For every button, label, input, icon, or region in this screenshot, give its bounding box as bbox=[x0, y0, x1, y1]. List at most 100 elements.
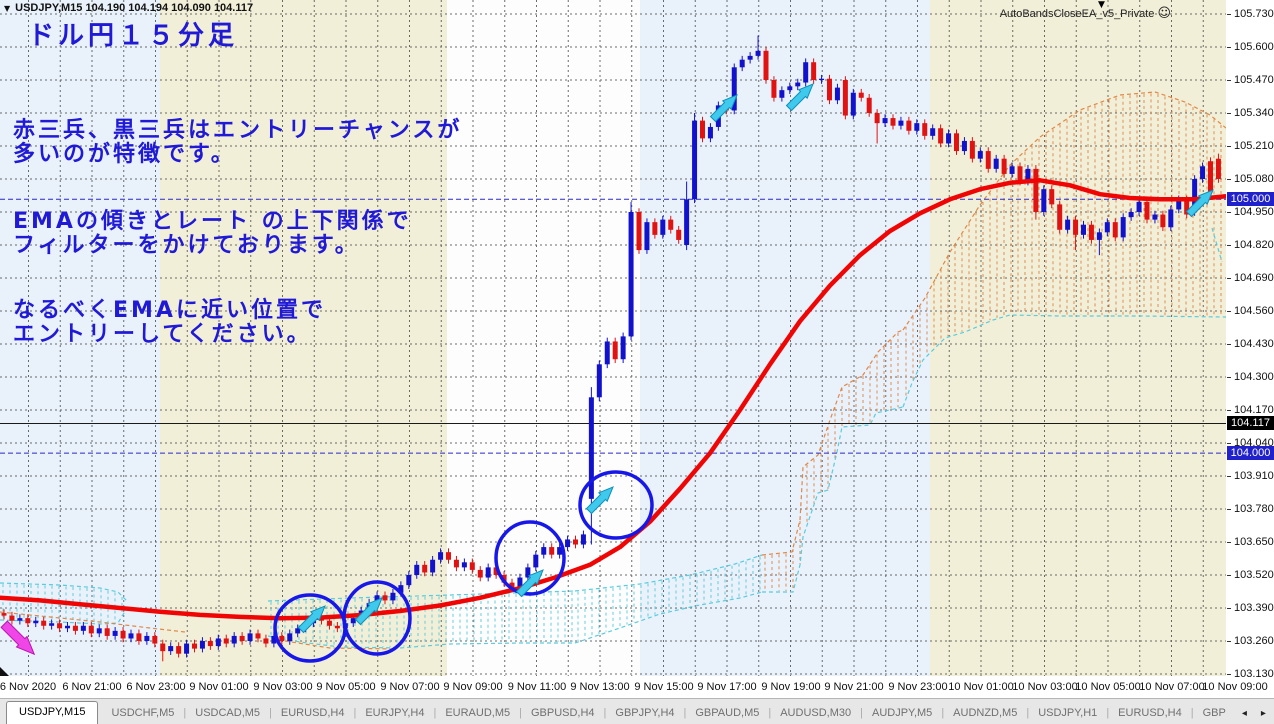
price-tick-label: 103.390 bbox=[1234, 602, 1274, 614]
time-tick-label: 10 Nov 05:00 bbox=[1075, 681, 1141, 693]
price-tick-mark bbox=[1227, 410, 1231, 411]
price-tick-mark bbox=[1227, 14, 1231, 15]
time-tick-label: 6 Nov 23:00 bbox=[126, 681, 186, 693]
chart-tab-audusd-m30[interactable]: AUDUSD,M30 bbox=[780, 707, 852, 719]
chart-tab-eurusd-h4[interactable]: EURUSD,H4 bbox=[280, 707, 345, 719]
price-tick-label: 104.690 bbox=[1234, 272, 1274, 284]
time-tick-label: 9 Nov 17:00 bbox=[697, 681, 757, 693]
chart-tab-eurjpy-h4[interactable]: EURJPY,H4 bbox=[365, 707, 425, 719]
time-tick-label: 9 Nov 03:00 bbox=[253, 681, 313, 693]
time-tick-label: 10 Nov 07:00 bbox=[1139, 681, 1205, 693]
chart-tab-eurusd-h4[interactable]: EURUSD,H4 bbox=[1118, 707, 1182, 719]
buy-arrow-markers bbox=[297, 83, 1214, 634]
chart-tab-audnzd-m5[interactable]: AUDNZD,M5 bbox=[953, 707, 1018, 719]
time-tick-label: 9 Nov 15:00 bbox=[634, 681, 694, 693]
price-tick-label: 103.780 bbox=[1234, 503, 1274, 515]
price-level-badge: 105.000 bbox=[1227, 192, 1274, 207]
price-tick-label: 104.170 bbox=[1234, 404, 1274, 416]
tab-scroll-right-icon[interactable]: ▸ bbox=[1260, 708, 1266, 719]
tab-separator: | bbox=[433, 707, 437, 719]
price-axis[interactable]: 105.730 105.600 105.470 105.340 105.210 105.0… bbox=[1227, 0, 1274, 680]
time-tick-label: 9 Nov 09:00 bbox=[443, 681, 503, 693]
price-tick-label: 103.910 bbox=[1234, 470, 1274, 482]
tab-separator: | bbox=[269, 707, 272, 719]
time-tick-label: 9 Nov 05:00 bbox=[316, 681, 376, 693]
time-tick-label: 9 Nov 23:00 bbox=[888, 681, 948, 693]
price-tick-label: 103.520 bbox=[1234, 569, 1274, 581]
price-tick-mark bbox=[1227, 113, 1231, 114]
tab-separator: | bbox=[353, 707, 357, 719]
price-tick-mark bbox=[1227, 674, 1231, 675]
chart-tab-euraud-m5[interactable]: EURAUD,M5 bbox=[445, 707, 511, 719]
chart-tab-gbp[interactable]: GBP bbox=[1202, 707, 1226, 719]
sell-arrow-marker bbox=[0, 620, 36, 656]
price-tick-mark bbox=[1227, 245, 1231, 246]
price-tick-mark bbox=[1227, 608, 1231, 609]
chart-tab-usdjpy-h1[interactable]: USDJPY,H1 bbox=[1038, 707, 1098, 719]
chart-canvas[interactable]: ▼ USDJPY,M15 104.190 104.194 104.090 104.… bbox=[0, 0, 1226, 676]
time-tick-label: 10 Nov 09:00 bbox=[1202, 681, 1268, 693]
time-tick-label: 9 Nov 13:00 bbox=[570, 681, 630, 693]
session-bands bbox=[0, 0, 1226, 676]
time-tick-label: 6 Nov 2020 bbox=[0, 681, 57, 693]
time-tick-label: 9 Nov 01:00 bbox=[189, 681, 249, 693]
time-tick-label: 10 Nov 03:00 bbox=[1012, 681, 1078, 693]
price-level-lines bbox=[0, 198, 1226, 454]
chart-tab-usdchf-m5[interactable]: USDCHF,M5 bbox=[111, 707, 175, 719]
price-tick-mark bbox=[1227, 509, 1231, 510]
price-level-badge: 104.000 bbox=[1227, 446, 1274, 461]
chart-tab-usdjpy-m15[interactable]: USDJPY,M15 bbox=[6, 701, 99, 724]
price-tick-label: 104.040 bbox=[1234, 437, 1274, 449]
chart-tab-usdcad-m5[interactable]: USDCAD,M5 bbox=[195, 707, 261, 719]
ema-line bbox=[0, 178, 1226, 621]
price-tick-mark bbox=[1227, 476, 1231, 477]
price-tick-label: 105.340 bbox=[1234, 107, 1274, 119]
price-tick-mark bbox=[1227, 47, 1231, 48]
price-tick-label: 103.650 bbox=[1234, 536, 1274, 548]
price-tick-label: 105.470 bbox=[1234, 74, 1274, 86]
price-tick-label: 104.430 bbox=[1234, 338, 1274, 350]
time-axis[interactable]: 6 Nov 2020 6 Nov 21:00 6 Nov 23:00 9 Nov 01… bbox=[0, 677, 1274, 698]
price-tick-label: 104.820 bbox=[1234, 239, 1274, 251]
tab-separator: | bbox=[183, 707, 187, 719]
tab-separator: | bbox=[683, 707, 687, 719]
price-tick-label: 104.950 bbox=[1234, 206, 1274, 218]
price-tick-label: 103.260 bbox=[1234, 635, 1274, 647]
tab-separator: | bbox=[1106, 707, 1110, 719]
tab-separator: | bbox=[1190, 707, 1194, 719]
price-tick-label: 104.560 bbox=[1234, 305, 1274, 317]
tab-separator: | bbox=[860, 707, 863, 719]
price-tick-mark bbox=[1227, 377, 1231, 378]
time-tick-label: 9 Nov 21:00 bbox=[824, 681, 884, 693]
tab-scroll-left-icon[interactable]: ◂ bbox=[1241, 708, 1247, 719]
price-chart[interactable] bbox=[0, 0, 1226, 676]
price-tick-label: 104.300 bbox=[1234, 371, 1274, 383]
price-tick-mark bbox=[1227, 641, 1231, 642]
tab-separator: | bbox=[1026, 707, 1030, 719]
tab-separator: | bbox=[603, 707, 607, 719]
chart-tab-gbpusd-h4[interactable]: GBPUSD,H4 bbox=[530, 707, 595, 719]
price-tick-mark bbox=[1227, 443, 1231, 444]
time-tick-label: 9 Nov 11:00 bbox=[507, 681, 567, 693]
chart-tab-audjpy-m5[interactable]: AUDJPY,M5 bbox=[871, 707, 933, 719]
price-tick-label: 105.600 bbox=[1234, 41, 1274, 53]
chart-tab-bar: USDJPY,M15 USDCHF,M5 | USDCAD,M5 | EURUSD,H4 |… bbox=[0, 698, 1274, 724]
time-tick-label: 9 Nov 19:00 bbox=[761, 681, 821, 693]
price-tick-mark bbox=[1227, 80, 1231, 81]
tab-separator: | bbox=[941, 707, 945, 719]
price-tick-mark bbox=[1227, 542, 1231, 543]
time-tick-label: 9 Nov 07:00 bbox=[380, 681, 440, 693]
price-tick-label: 105.210 bbox=[1234, 140, 1274, 152]
price-tick-mark bbox=[1227, 179, 1231, 180]
price-tick-label: 105.080 bbox=[1234, 173, 1274, 185]
price-tick-mark bbox=[1227, 212, 1231, 213]
chart-tab-gbpaud-m5[interactable]: GBPAUD,M5 bbox=[695, 707, 760, 719]
chart-tab-gbpjpy-h4[interactable]: GBPJPY,H4 bbox=[615, 707, 675, 719]
price-tick-mark bbox=[1227, 311, 1231, 312]
price-tick-mark bbox=[1227, 344, 1231, 345]
time-tick-label: 10 Nov 01:00 bbox=[948, 681, 1014, 693]
tab-separator: | bbox=[768, 707, 772, 719]
price-level-badge: 104.117 bbox=[1227, 416, 1274, 431]
price-tick-mark bbox=[1227, 278, 1231, 279]
